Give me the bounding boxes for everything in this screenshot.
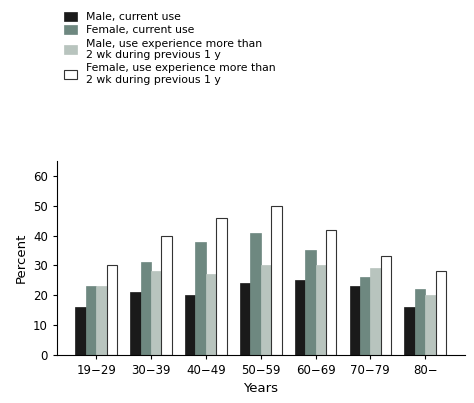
Bar [360,277,370,355]
Bar [162,236,172,355]
Bar [86,286,96,355]
Bar [151,271,162,355]
Legend: Male, current use, Female, current use, Male, use experience more than
2 wk duri: Male, current use, Female, current use, … [62,9,278,87]
X-axis label: Years: Years [243,382,278,395]
Bar [141,262,151,355]
Bar [326,230,337,355]
Bar [415,289,425,355]
Bar [107,265,117,355]
Bar [425,295,436,355]
Bar [96,286,107,355]
Bar [370,268,381,355]
Bar [130,292,141,355]
Bar [240,283,250,355]
Bar [261,265,271,355]
Bar [349,286,360,355]
Bar [316,265,326,355]
Bar [250,233,261,355]
Y-axis label: Percent: Percent [14,233,27,283]
Bar [75,307,86,355]
Bar [381,256,391,355]
Bar [271,206,282,355]
Bar [404,307,415,355]
Bar [195,241,206,355]
Bar [295,280,305,355]
Bar [206,274,216,355]
Bar [185,295,195,355]
Bar [305,251,316,355]
Bar [216,218,227,355]
Bar [436,271,446,355]
